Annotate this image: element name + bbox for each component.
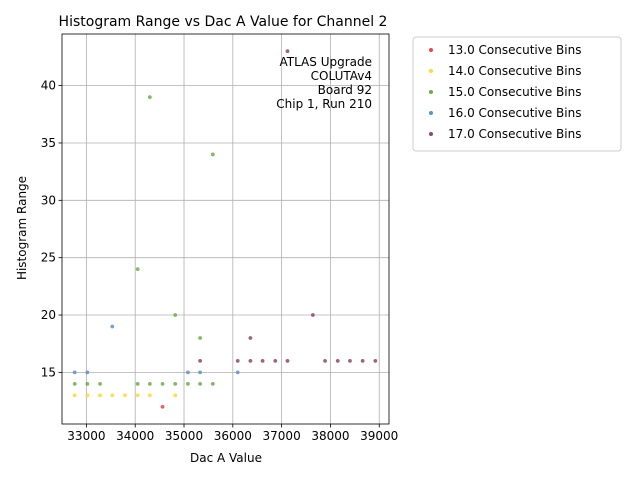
data-point xyxy=(198,336,203,340)
legend-entry: 14.0 Consecutive Bins xyxy=(448,64,581,78)
data-point xyxy=(72,370,77,375)
y-tick-label: 15 xyxy=(41,365,56,379)
data-point xyxy=(373,359,378,363)
series-1 xyxy=(72,393,178,398)
legend-marker xyxy=(429,69,433,73)
data-points xyxy=(72,49,378,409)
data-point xyxy=(85,370,90,375)
y-tick-label: 20 xyxy=(41,308,56,322)
grid xyxy=(62,34,389,424)
annotation-line: ATLAS Upgrade xyxy=(279,55,372,69)
data-point xyxy=(147,381,152,386)
data-point xyxy=(248,359,253,363)
legend-marker xyxy=(429,132,433,136)
x-tick-label: 34000 xyxy=(116,429,154,443)
series-3 xyxy=(72,324,240,375)
annotation-line: Chip 1, Run 210 xyxy=(276,97,372,111)
data-point xyxy=(173,393,178,398)
data-point xyxy=(248,336,253,340)
data-point xyxy=(85,381,90,386)
y-axis-label: Histogram Range xyxy=(15,176,29,280)
data-point xyxy=(160,404,165,409)
y-tick-label: 35 xyxy=(41,136,56,150)
data-point xyxy=(110,324,115,329)
data-point xyxy=(198,381,203,386)
legend-marker xyxy=(429,48,433,52)
y-tick-label: 40 xyxy=(41,79,56,93)
x-tick-label: 39000 xyxy=(360,429,398,443)
chart-title: Histogram Range vs Dac A Value for Chann… xyxy=(59,14,388,30)
data-point xyxy=(210,381,215,386)
data-point xyxy=(160,381,165,386)
data-point xyxy=(285,49,290,54)
legend: 13.0 Consecutive Bins 14.0 Consecutive Bi… xyxy=(412,36,622,152)
data-point xyxy=(110,393,115,398)
x-tick-label: 33000 xyxy=(67,429,105,443)
data-point xyxy=(335,359,340,363)
data-point xyxy=(235,370,240,375)
annotation-line: Board 92 xyxy=(318,83,372,97)
data-point xyxy=(210,152,215,157)
legend-entry: 16.0 Consecutive Bins xyxy=(448,106,581,120)
series-4 xyxy=(198,49,378,363)
series-0 xyxy=(160,404,165,409)
data-point xyxy=(72,381,77,386)
data-point xyxy=(173,381,178,386)
legend-marker xyxy=(429,90,433,94)
legend-marker xyxy=(429,111,433,115)
data-point xyxy=(348,359,352,363)
data-point xyxy=(235,359,240,363)
x-tick-label: 37000 xyxy=(263,429,301,443)
y-axis-ticks: 15 20 25 30 35 40 xyxy=(41,79,62,379)
legend-entry: 15.0 Consecutive Bins xyxy=(448,85,581,99)
data-point xyxy=(310,313,315,317)
data-point xyxy=(147,393,152,398)
x-axis-ticks: 33000 34000 35000 36000 37000 38000 39000 xyxy=(67,424,398,443)
x-axis-label: Dac A Value xyxy=(190,451,262,465)
x-tick-label: 38000 xyxy=(311,429,349,443)
data-point xyxy=(186,381,190,386)
legend-entry: 13.0 Consecutive Bins xyxy=(448,43,581,57)
y-tick-label: 25 xyxy=(41,251,56,265)
x-tick-label: 35000 xyxy=(165,429,203,443)
legend-box xyxy=(412,36,622,152)
data-point xyxy=(186,370,190,375)
annotation-line: COLUTAv4 xyxy=(311,69,372,83)
data-point xyxy=(123,393,127,398)
data-point xyxy=(173,313,178,317)
plot-frame xyxy=(61,33,390,425)
data-point xyxy=(285,359,290,363)
data-point xyxy=(323,359,327,363)
data-point xyxy=(135,267,140,272)
data-point xyxy=(147,95,152,99)
data-point xyxy=(360,359,365,363)
data-point xyxy=(260,359,265,363)
data-point xyxy=(135,393,140,398)
series-2 xyxy=(72,95,215,386)
data-point xyxy=(98,393,102,398)
data-point xyxy=(72,393,77,398)
data-point xyxy=(273,359,278,363)
legend-entry: 17.0 Consecutive Bins xyxy=(448,127,581,141)
data-point xyxy=(135,381,140,386)
x-tick-label: 36000 xyxy=(214,429,252,443)
y-tick-label: 30 xyxy=(41,193,56,207)
data-point xyxy=(98,381,102,386)
data-point xyxy=(198,370,203,375)
data-point xyxy=(85,393,90,398)
data-point xyxy=(198,359,203,363)
